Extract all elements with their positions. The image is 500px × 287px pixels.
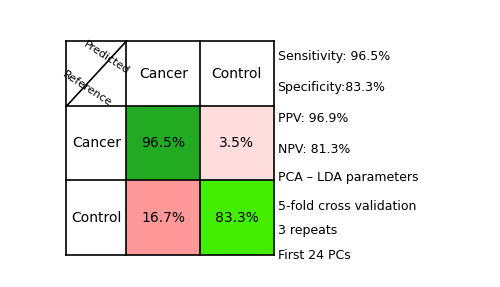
Text: 83.3%: 83.3% (215, 211, 259, 225)
Text: PCA – LDA parameters: PCA – LDA parameters (278, 171, 418, 185)
Bar (200, 106, 274, 180)
Text: Control: Control (71, 211, 122, 225)
Text: First 24 PCs: First 24 PCs (278, 249, 350, 262)
Text: Cancer: Cancer (139, 67, 188, 81)
Text: Predicted: Predicted (82, 40, 131, 77)
Text: Control: Control (212, 67, 262, 81)
Bar (66, 41, 126, 106)
Text: 5-fold cross validation: 5-fold cross validation (278, 200, 416, 213)
Bar (66, 180, 126, 255)
Text: Sensitivity: 96.5%: Sensitivity: 96.5% (278, 50, 390, 63)
Bar (126, 180, 200, 255)
Text: 3 repeats: 3 repeats (278, 224, 337, 237)
Text: PPV: 96.9%: PPV: 96.9% (278, 112, 348, 125)
Bar (126, 106, 200, 180)
Text: 16.7%: 16.7% (142, 211, 185, 225)
Text: 96.5%: 96.5% (142, 136, 185, 150)
Text: Specificity:83.3%: Specificity:83.3% (278, 81, 386, 94)
Text: Reference: Reference (60, 69, 113, 109)
Text: Cancer: Cancer (72, 136, 121, 150)
Bar (66, 106, 126, 180)
Bar (126, 41, 200, 106)
Text: NPV: 81.3%: NPV: 81.3% (278, 143, 350, 156)
Text: 3.5%: 3.5% (220, 136, 254, 150)
Bar (200, 41, 274, 106)
Bar (200, 180, 274, 255)
